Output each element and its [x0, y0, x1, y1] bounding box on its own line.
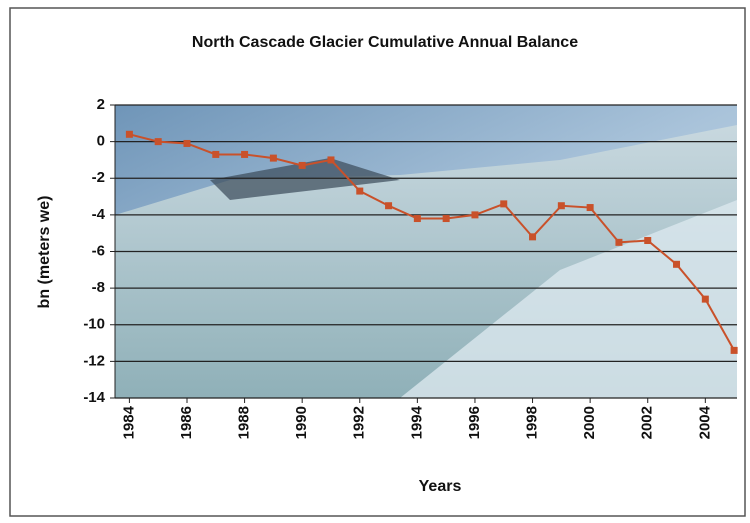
data-point	[471, 211, 479, 219]
data-point	[413, 215, 421, 223]
data-point	[327, 156, 335, 164]
data-point	[212, 150, 220, 158]
data-point	[586, 204, 594, 212]
data-point	[125, 130, 133, 138]
x-tick-label: 2002	[639, 406, 656, 439]
data-point	[356, 187, 364, 195]
data-point	[269, 154, 277, 162]
data-point	[644, 237, 652, 245]
data-point	[673, 260, 681, 268]
data-point	[298, 161, 306, 169]
x-tick-label: 1986	[178, 406, 195, 439]
x-tick-label: 1996	[466, 406, 483, 439]
chart-title: North Cascade Glacier Cumulative Annual …	[192, 34, 578, 51]
x-tick-label: 1988	[236, 406, 253, 439]
x-axis-label: Years	[419, 478, 462, 495]
x-tick-label: 1984	[120, 405, 137, 439]
y-tick-label: -10	[83, 316, 105, 333]
y-tick-label: 2	[97, 96, 105, 113]
y-tick-label: 0	[97, 133, 105, 150]
data-point	[557, 202, 565, 210]
x-tick-label: 2004	[696, 405, 713, 439]
x-tick-label: 1998	[524, 406, 541, 439]
x-tick-label: 1994	[408, 405, 425, 439]
y-tick-label: -8	[92, 279, 105, 296]
data-point	[241, 150, 249, 158]
y-tick-label: -6	[92, 242, 105, 259]
data-point	[701, 295, 709, 303]
data-point	[442, 215, 450, 223]
data-point	[615, 238, 623, 246]
data-point	[500, 200, 508, 208]
y-tick-label: -12	[83, 352, 105, 369]
x-tick-label: 1992	[351, 406, 368, 439]
x-tick-label: 1990	[293, 406, 310, 439]
x-tick-label: 2000	[581, 406, 598, 439]
data-point	[183, 139, 191, 147]
y-axis-label: bn (meters we)	[36, 196, 53, 309]
data-point	[529, 233, 537, 241]
data-point	[154, 138, 162, 146]
data-line	[129, 133, 735, 351]
y-tick-label: -2	[92, 169, 105, 186]
data-point	[730, 346, 738, 354]
y-tick-label: -4	[92, 206, 106, 223]
y-tick-label: -14	[83, 389, 105, 406]
data-point	[385, 202, 393, 210]
